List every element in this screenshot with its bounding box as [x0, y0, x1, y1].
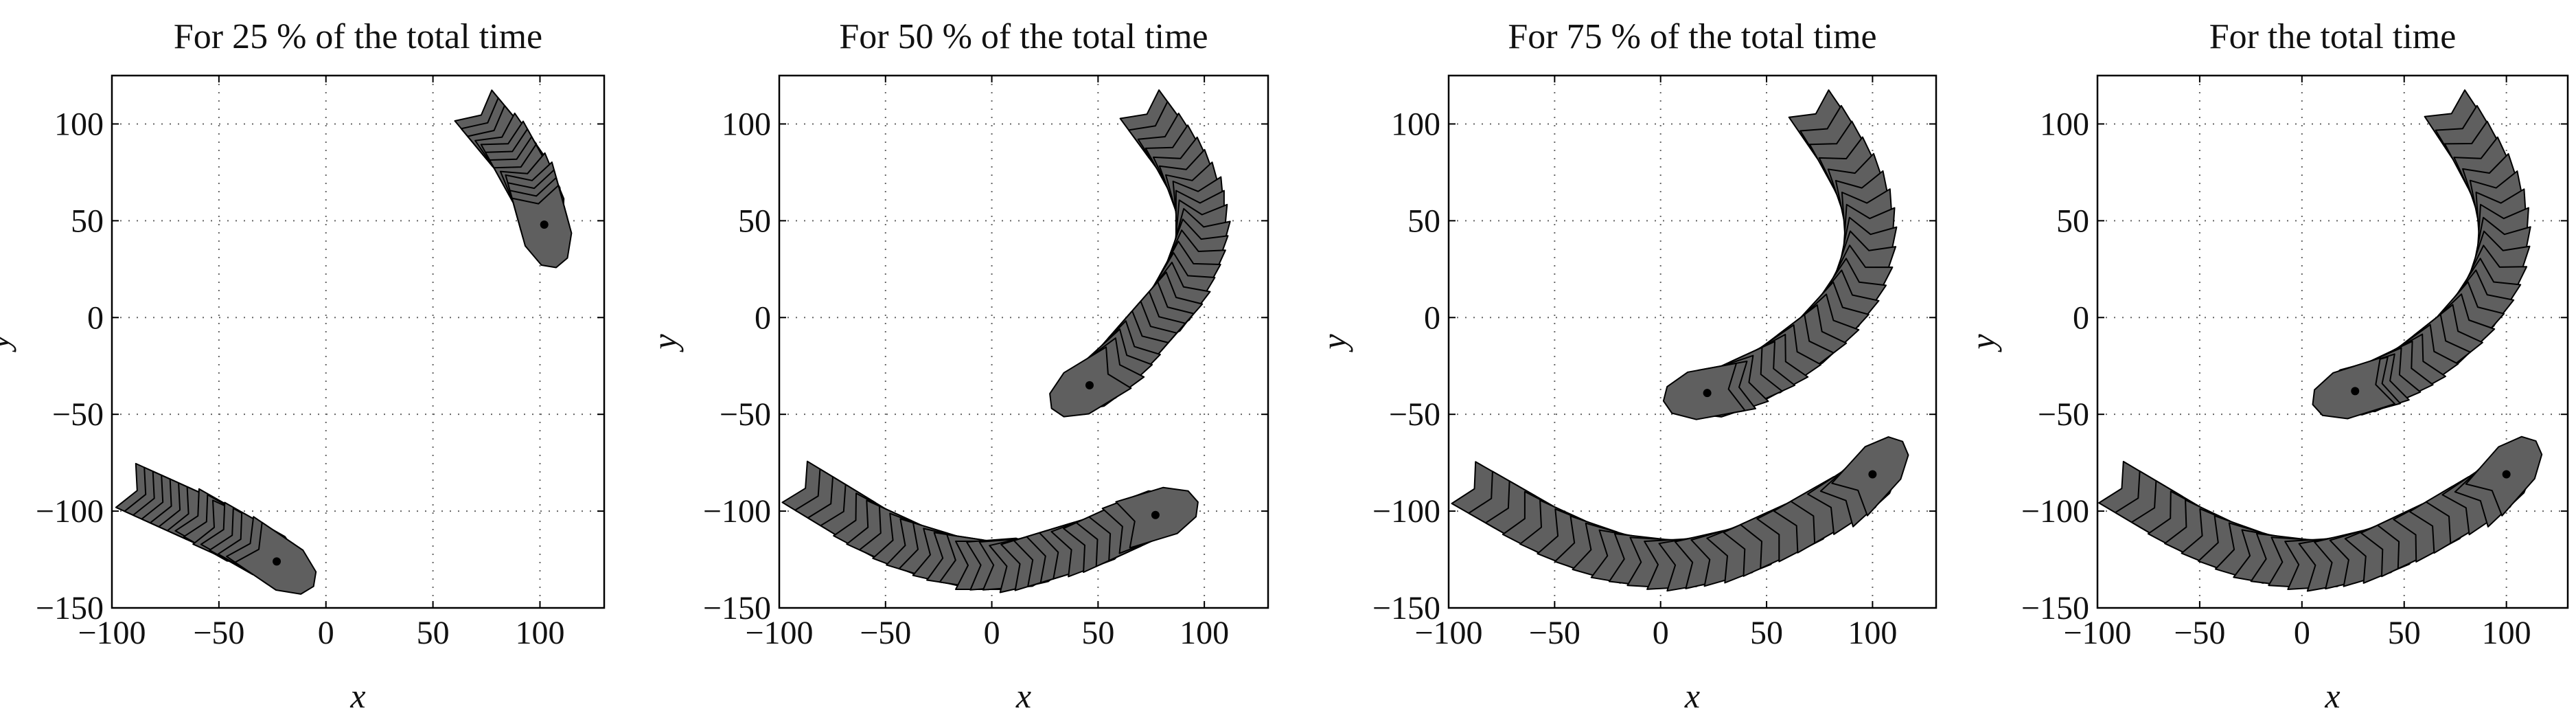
y-tick-label: −100 — [1372, 493, 1440, 530]
x-tick-label: 100 — [2482, 615, 2531, 651]
body-center-point — [1151, 510, 1160, 519]
x-tick-label: −100 — [745, 615, 813, 651]
x-tick-label: 0 — [318, 615, 334, 651]
chart-title: For 75 % of the total time — [1508, 17, 1876, 56]
x-tick-label: −100 — [1414, 615, 1482, 651]
body-center-point — [1085, 381, 1094, 389]
x-tick-label: −50 — [193, 615, 244, 651]
y-axis-label: y — [1315, 334, 1353, 353]
y-axis-label: y — [645, 334, 684, 353]
x-tick-label: 100 — [515, 615, 564, 651]
body-center-point — [540, 220, 549, 229]
y-tick-label: −100 — [36, 493, 104, 530]
y-tick-label: −150 — [1372, 590, 1440, 626]
plot-frame — [111, 74, 606, 609]
chart-title: For 25 % of the total time — [174, 17, 542, 56]
y-tick-label: 0 — [1424, 299, 1440, 336]
y-tick-label: −150 — [703, 590, 771, 626]
x-axis-label: x — [1684, 677, 1700, 713]
y-tick-label: −100 — [703, 493, 771, 530]
y-tick-label: 0 — [2073, 299, 2089, 336]
chart-title: For the total time — [2209, 17, 2457, 56]
y-tick-label: −150 — [36, 590, 104, 626]
x-tick-label: −100 — [2063, 615, 2131, 651]
chart-title: For 50 % of the total time — [839, 17, 1208, 56]
y-tick-label: 0 — [755, 299, 771, 336]
y-tick-label: −50 — [2038, 396, 2089, 433]
y-tick-label: 50 — [2056, 203, 2089, 239]
x-tick-label: 0 — [2294, 615, 2310, 651]
x-tick-label: 50 — [1750, 615, 1783, 651]
y-tick-label: −50 — [1389, 396, 1440, 433]
x-axis-label: x — [349, 677, 365, 713]
body-center-point — [1868, 470, 1877, 479]
trajectory-group — [1451, 89, 1909, 592]
x-tick-label: 50 — [417, 615, 450, 651]
trajectory-group — [115, 89, 573, 595]
y-tick-label: −150 — [2021, 590, 2089, 626]
y-tick-label: −100 — [2021, 493, 2089, 530]
y-axis-label: y — [1964, 334, 2002, 353]
x-axis-label: x — [1015, 677, 1031, 713]
x-tick-label: −50 — [1529, 615, 1580, 651]
y-axis-label: y — [0, 334, 16, 353]
plot-frame — [1447, 74, 1937, 609]
x-tick-label: 0 — [984, 615, 1000, 651]
x-tick-label: 100 — [1180, 615, 1229, 651]
x-tick-label: 100 — [1848, 615, 1897, 651]
y-tick-label: 100 — [722, 106, 771, 142]
body-center-point — [2502, 470, 2511, 479]
body-center-point — [273, 557, 281, 566]
x-tick-label: −50 — [860, 615, 911, 651]
body-center-point — [2351, 387, 2360, 396]
body-center-point — [1703, 389, 1712, 398]
y-tick-label: 50 — [738, 203, 771, 239]
y-tick-label: 0 — [87, 299, 104, 336]
y-tick-label: 100 — [2040, 106, 2089, 142]
x-tick-label: 0 — [1653, 615, 1669, 651]
plot-frame — [2096, 74, 2569, 609]
y-tick-label: 50 — [1407, 203, 1440, 239]
plot-frame — [778, 74, 1269, 609]
y-tick-label: −50 — [52, 396, 104, 433]
y-tick-label: 100 — [1391, 106, 1440, 142]
y-tick-label: −50 — [720, 396, 771, 433]
x-axis-label: x — [2324, 677, 2340, 713]
y-tick-label: 100 — [54, 106, 104, 142]
x-tick-label: 50 — [1081, 615, 1114, 651]
trajectory-group — [2098, 89, 2543, 592]
y-tick-label: 50 — [71, 203, 104, 239]
x-tick-label: −100 — [78, 615, 146, 651]
x-tick-label: 50 — [2388, 615, 2421, 651]
x-tick-label: −50 — [2174, 615, 2225, 651]
trajectory-group — [781, 89, 1231, 593]
